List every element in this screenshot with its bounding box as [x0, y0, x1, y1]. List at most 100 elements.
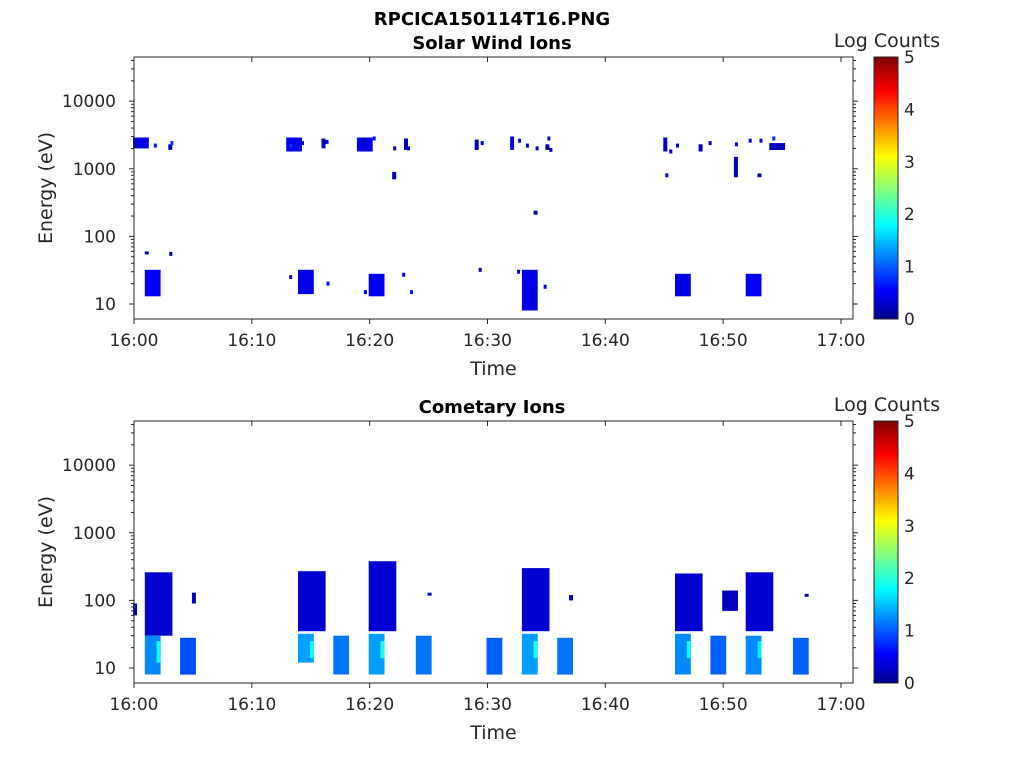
- count-cell: [393, 146, 397, 151]
- y-tick-label: 100: [84, 227, 116, 247]
- y-tick-label: 10000: [62, 456, 116, 476]
- burst-cell: [298, 571, 326, 632]
- burst-cell: [133, 137, 149, 149]
- count-cell: [535, 146, 539, 151]
- burst-cell: [663, 137, 668, 152]
- count-cell: [361, 137, 365, 142]
- count-cell: [734, 142, 738, 147]
- count-cell: [325, 139, 329, 144]
- burst-cell: [510, 136, 515, 150]
- y-tick-label: 10: [94, 295, 116, 315]
- burst-cell: [569, 595, 573, 601]
- colorbar-tick-label: 2: [904, 569, 915, 589]
- colorbar-tick-label: 5: [904, 48, 915, 68]
- y-tick-label: 100: [84, 591, 116, 611]
- burst-cell: [745, 572, 774, 632]
- x-tick-label: 16:00: [110, 331, 159, 351]
- count-cell: [478, 267, 482, 272]
- burst-cell: [698, 144, 703, 152]
- x-tick-label: 16:20: [345, 695, 394, 715]
- burst-cell: [180, 637, 196, 675]
- count-cell: [169, 251, 173, 256]
- count-cell: [134, 143, 137, 148]
- x-tick-label: 16:20: [345, 331, 394, 351]
- burst-cell: [733, 156, 738, 178]
- count-cell: [547, 136, 551, 141]
- colorbar-tick-label: 2: [904, 205, 915, 225]
- y-tick-label: 10000: [62, 92, 116, 112]
- cometary-ions-xlabel: Time: [469, 722, 517, 744]
- burst-cell: [191, 592, 196, 604]
- cometary-ions-ylabel: Energy (eV): [35, 496, 57, 608]
- x-tick-label: 17:00: [817, 331, 866, 351]
- burst-cell: [144, 269, 161, 297]
- cometary-ions-ticks: 16:00 16:10 16:20 16:30 16:40 16:50 17:00 10 100…: [62, 421, 866, 715]
- burst-cell: [521, 269, 538, 311]
- solar-wind-ions-colorbar: 0 1 2 3 4 5: [873, 48, 915, 330]
- burst-cell: [368, 273, 385, 297]
- cometary-ions-colorbar-label: Log Counts: [834, 394, 940, 416]
- burst-cell: [156, 641, 161, 663]
- count-cell: [549, 147, 553, 152]
- cometary-ions-axes-frame: [133, 420, 854, 684]
- burst-cell: [757, 173, 762, 178]
- count-cell: [748, 138, 752, 143]
- cometary-ions-panel: Cometary Ions 16:00 16:10 16:20 16:30 16:40 1…: [35, 394, 940, 744]
- x-tick-label: 16:50: [699, 331, 748, 351]
- burst-cell: [368, 561, 397, 632]
- burst-cell: [356, 137, 373, 152]
- colorbar-gradient: [873, 56, 899, 320]
- burst-cell: [792, 637, 809, 675]
- solar-wind-ions-ticks: 16:00 16:10 16:20 16:30 16:40 16:50 17:00 10 100…: [62, 57, 866, 351]
- burst-cell: [675, 573, 703, 632]
- count-cell: [676, 143, 679, 148]
- burst-cell: [686, 641, 691, 659]
- count-cell: [363, 290, 367, 295]
- burst-cell: [427, 592, 432, 596]
- cometary-ions-colorbar: 0 1 2 3 4 5: [873, 412, 915, 694]
- count-cell: [170, 141, 174, 146]
- solar-wind-ions-cells: [133, 136, 786, 311]
- x-tick-label: 16:10: [227, 695, 276, 715]
- figure-title: RPCICA150114T16.PNG: [374, 9, 610, 30]
- count-cell: [289, 143, 293, 148]
- colorbar-gradient: [873, 420, 899, 684]
- count-cell: [301, 141, 304, 146]
- colorbar-tick-label: 1: [904, 622, 915, 642]
- burst-cell: [144, 251, 149, 255]
- burst-cell: [392, 171, 397, 180]
- x-tick-label: 16:10: [227, 331, 276, 351]
- colorbar-tick-label: 4: [904, 464, 915, 484]
- burst-cell: [486, 637, 503, 675]
- solar-wind-ions-colorbar-label: Log Counts: [834, 30, 940, 52]
- burst-cell: [533, 641, 538, 659]
- count-cell: [372, 136, 376, 141]
- burst-cell: [321, 138, 326, 149]
- y-tick-label: 1000: [73, 524, 116, 544]
- burst-cell: [380, 641, 385, 659]
- count-cell: [518, 138, 522, 143]
- colorbar-tick-label: 5: [904, 412, 915, 432]
- burst-cell: [557, 637, 573, 675]
- burst-cell: [333, 635, 350, 675]
- count-cell: [134, 138, 137, 143]
- solar-wind-ions-panel: Solar Wind Ions 16:00 16:10 16:20 16:30 16:4…: [35, 30, 940, 380]
- burst-cell: [675, 273, 691, 297]
- count-cell: [772, 136, 776, 141]
- burst-cell: [769, 143, 786, 150]
- count-cell: [402, 272, 406, 277]
- burst-cell: [474, 139, 479, 150]
- x-tick-label: 17:00: [817, 695, 866, 715]
- burst-cell: [745, 273, 762, 297]
- count-cell: [289, 275, 293, 280]
- count-cell: [480, 141, 484, 146]
- count-cell: [145, 137, 149, 142]
- x-tick-label: 16:00: [110, 695, 159, 715]
- count-cell: [153, 143, 157, 148]
- burst-cell: [545, 144, 550, 150]
- burst-cell: [144, 572, 173, 636]
- count-cell: [407, 146, 410, 151]
- count-cell: [665, 173, 669, 178]
- burst-cell: [722, 590, 738, 611]
